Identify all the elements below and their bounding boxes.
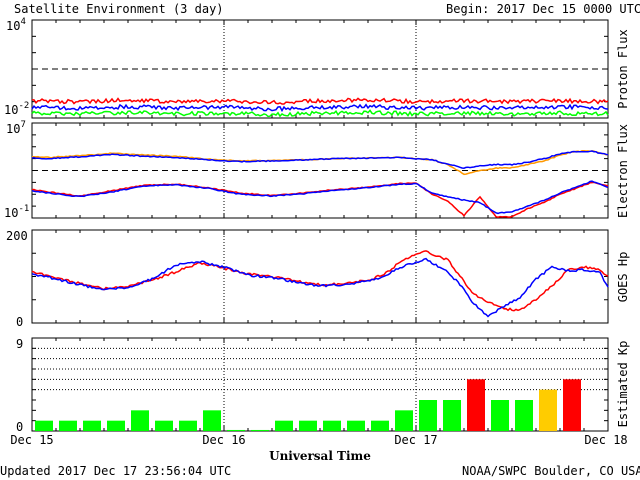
updated-timestamp: Updated 2017 Dec 17 23:56:04 UTC [0, 464, 231, 478]
hp-ytick-bottom: 0 [16, 315, 23, 329]
kp-bar [419, 400, 437, 431]
kp-bar [107, 420, 125, 431]
kp-bar [131, 410, 149, 431]
kp-bar [203, 410, 221, 431]
proton-plot [31, 20, 609, 118]
kp-bar [491, 400, 509, 431]
kp-bar [347, 420, 365, 431]
proton-series-2 [31, 109, 609, 118]
kp-ytick-top: 9 [16, 337, 23, 351]
kp-bar [155, 420, 173, 431]
proton-series-0 [32, 97, 609, 105]
kp-bar [395, 410, 413, 431]
kp-plot [31, 338, 609, 431]
x-axis-title: Universal Time [269, 449, 371, 463]
proton-ytick-top: 104 [6, 17, 26, 33]
xtick-dec15: Dec 15 [10, 433, 53, 447]
electron-series-2 [31, 181, 609, 218]
kp-bar [467, 379, 485, 431]
proton-flux-label: Proton Flux [616, 29, 630, 108]
electron-series-1 [31, 150, 609, 169]
hp-ytick-top: 200 [6, 229, 28, 243]
figure-title: Satellite Environment (3 day) [14, 2, 224, 16]
proton-panel [31, 19, 609, 119]
electron-ytick-bottom: 10-1 [4, 204, 29, 220]
kp-bar [539, 389, 557, 431]
proton-ytick-bottom: 10-2 [4, 101, 29, 117]
kp-bar [251, 429, 269, 431]
kp-bar [227, 429, 245, 431]
kp-bar [515, 400, 533, 431]
electron-series-3 [31, 180, 609, 215]
kp-bar [563, 379, 581, 431]
kp-bar [179, 420, 197, 431]
estimated-kp-label: Estimated Kp [616, 341, 630, 428]
kp-panel [31, 337, 609, 432]
proton-series-1 [31, 103, 609, 113]
kp-bar [443, 400, 461, 431]
credit-line: NOAA/SWPC Boulder, CO USA [462, 464, 640, 478]
kp-bar [83, 420, 101, 431]
kp-ytick-bottom: 0 [16, 420, 23, 434]
goes-hp-label: GOES Hp [616, 252, 630, 303]
goes-hp-panel [31, 229, 609, 324]
hp-series-1 [31, 257, 609, 318]
kp-bar [35, 420, 53, 431]
kp-bar [323, 420, 341, 431]
xtick-dec18: Dec 18 [584, 433, 627, 447]
electron-plot [31, 123, 609, 218]
kp-bar [371, 420, 389, 431]
kp-bar [59, 420, 77, 431]
xtick-dec16: Dec 16 [202, 433, 245, 447]
electron-panel [31, 122, 609, 219]
goes-hp-plot [31, 230, 609, 323]
kp-bar [275, 420, 293, 431]
kp-bar [299, 420, 317, 431]
electron-flux-label: Electron Flux [616, 124, 630, 218]
electron-ytick-top: 107 [6, 120, 26, 136]
xtick-dec17: Dec 17 [394, 433, 437, 447]
begin-time: Begin: 2017 Dec 15 0000 UTC [446, 2, 640, 16]
